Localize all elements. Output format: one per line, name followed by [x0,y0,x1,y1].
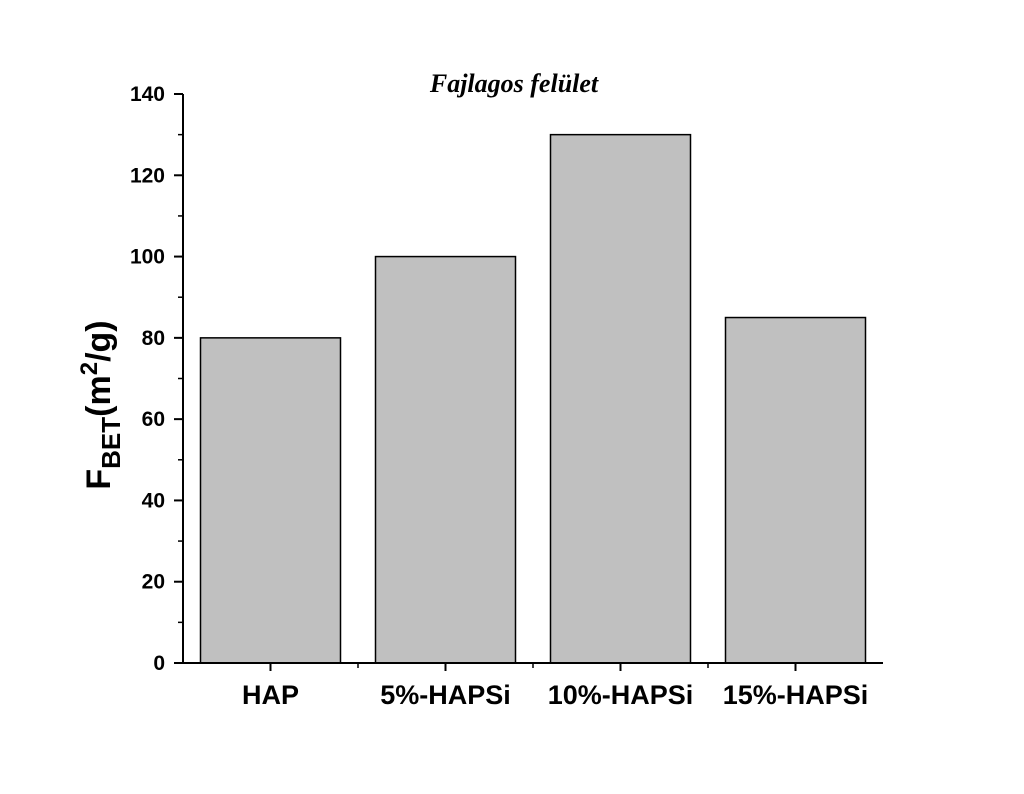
x-ticks-group: HAP 5%-HAPSi 10%-HAPSi 15%-HAPSi [242,663,868,710]
bars-group [199,133,867,664]
y-tick-label: 20 [142,571,165,594]
y-axis-label-unit-open: (m [80,375,118,417]
y-tick-label: 60 [142,408,165,431]
x-tick-label: 5%-HAPSi [380,680,511,710]
y-axis-label: FBET(m2/g) [76,320,126,489]
y-tick-label: 140 [130,83,165,106]
chart-title: Fajlagos felület [429,69,599,98]
y-tick-label: 120 [130,164,165,187]
x-tick-label: 15%-HAPSi [723,680,869,710]
y-ticks-group: 0 20 40 60 80 100 120 140 [130,83,183,675]
y-axis-label-superscript: 2 [76,362,103,375]
y-axis-label-main: F [80,469,118,490]
x-tick-label: HAP [242,680,299,710]
bar-5%-HAPSi [374,255,517,664]
y-axis-label-subscript: BET [96,417,126,469]
bar-HAP [199,337,342,664]
y-tick-label: 100 [130,246,165,269]
bar-15%-HAPSi [724,316,867,664]
y-tick-label: 0 [153,652,165,675]
bar-10%-HAPSi [549,133,692,664]
y-axis-label-unit-close: /g) [80,320,118,362]
y-tick-label: 40 [142,489,165,512]
y-tick-label: 80 [142,327,165,350]
x-tick-label: 10%-HAPSi [548,680,694,710]
